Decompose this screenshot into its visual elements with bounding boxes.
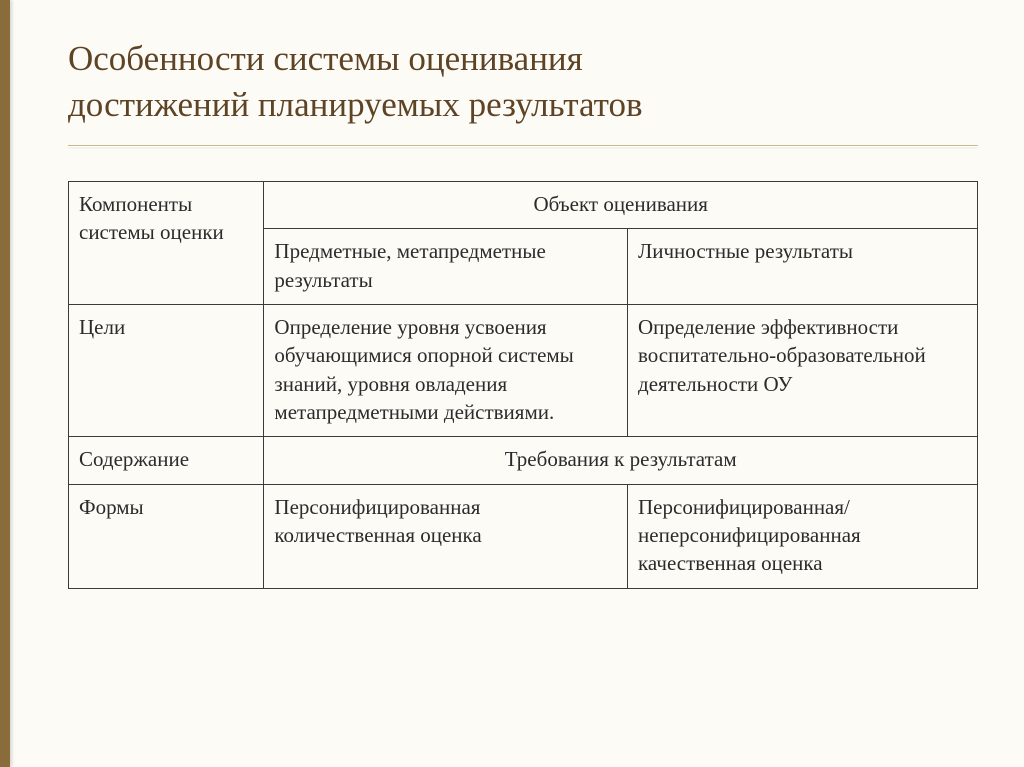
accent-bar (0, 0, 10, 767)
cell-forms-2: Персонифицированная/ неперсонифицированн… (628, 484, 978, 588)
table-row: Содержание Требования к результатам (69, 437, 978, 484)
table-row: Формы Персонифицированная количественная… (69, 484, 978, 588)
title-underline (68, 145, 978, 147)
header-object: Объект оценивания (264, 182, 978, 229)
page-title: Особенности системы оценивания достижени… (68, 36, 978, 127)
title-line-1: Особенности системы оценивания (68, 39, 583, 78)
row-label-goals: Цели (69, 305, 264, 437)
cell-forms-1: Персонифицированная количественная оценк… (264, 484, 628, 588)
table-row: Компоненты системы оценки Объект оценива… (69, 182, 978, 229)
row-label-content: Содержание (69, 437, 264, 484)
subhead-personal: Личностные результаты (628, 229, 978, 305)
title-line-2: достижений планируемых результатов (68, 85, 642, 124)
table-row: Цели Определение уровня усвоения обучающ… (69, 305, 978, 437)
cell-goals-1: Определение уровня усвоения обучающимися… (264, 305, 628, 437)
row-label-forms: Формы (69, 484, 264, 588)
assessment-table: Компоненты системы оценки Объект оценива… (68, 181, 978, 589)
header-components: Компоненты системы оценки (69, 182, 264, 305)
subhead-predmet: Предметные, метапредметные результаты (264, 229, 628, 305)
cell-goals-2: Определение эффективности воспитательно-… (628, 305, 978, 437)
cell-content-span: Требования к результатам (264, 437, 978, 484)
